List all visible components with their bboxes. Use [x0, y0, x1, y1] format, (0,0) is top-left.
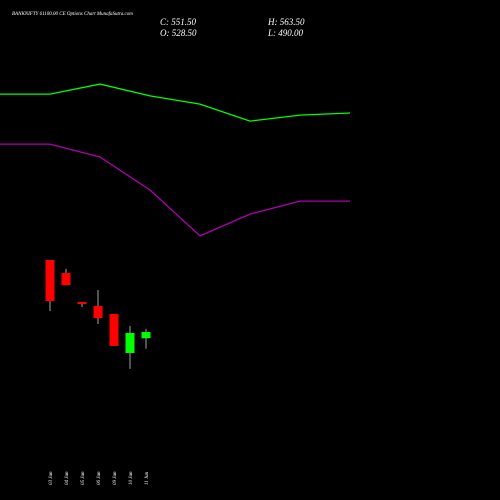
x-tick-label: 11 Jun — [145, 471, 150, 485]
candle-body — [61, 272, 71, 286]
indicator-line — [0, 83, 351, 122]
low-label: L: 490.00 — [267, 28, 304, 38]
x-tick-label: 10 Jun — [129, 471, 134, 485]
candle-body — [45, 260, 55, 302]
candle-body — [77, 302, 87, 305]
x-tick-label: 03 Jun — [49, 471, 54, 485]
indicator-line — [0, 143, 350, 237]
close-label: C: 551.50 — [160, 17, 197, 27]
candle-body — [125, 332, 135, 353]
x-tick-label: 09 Jun — [113, 471, 118, 485]
candle-body — [141, 332, 151, 339]
x-tick-label: 04 Jun — [65, 471, 70, 485]
x-tick-label: 05 Jun — [81, 471, 86, 485]
chart-title: BANKNIFTY 61100.00 CE Options Chart Muna… — [12, 12, 133, 17]
candle-body — [93, 305, 103, 319]
x-tick-label: 06 Jun — [97, 471, 102, 485]
open-label: O: 528.50 — [160, 28, 197, 38]
high-label: H: 563.50 — [267, 17, 305, 27]
candle-body — [109, 314, 119, 346]
